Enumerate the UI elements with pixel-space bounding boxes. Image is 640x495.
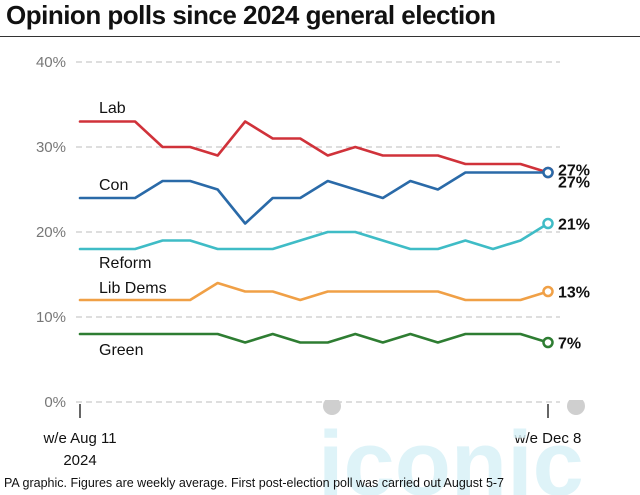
x-tick-label: w/e Dec 8 xyxy=(514,430,582,447)
grid-lines xyxy=(76,61,560,403)
series-lines xyxy=(78,120,554,349)
series-label-reform: Reform xyxy=(99,255,151,272)
series-end-value-green: 7% xyxy=(558,336,581,353)
series-line-lab xyxy=(78,120,550,174)
series-end-marker-libdem xyxy=(542,285,554,298)
title-divider xyxy=(0,36,640,37)
series-end-value-reform: 21% xyxy=(558,217,590,234)
series-line-con xyxy=(78,171,550,225)
series-end-value-con: 27% xyxy=(558,175,590,192)
y-axis: 0% 10% 20% 30% 40% xyxy=(36,54,66,411)
y-tick-label: 20% xyxy=(36,224,66,241)
x-tick-label-year: 2024 xyxy=(63,452,96,469)
series-line-libdem xyxy=(78,281,550,302)
x-axis: w/e Aug 11 2024 w/e Dec 8 xyxy=(42,404,581,469)
series-line-green xyxy=(78,332,550,344)
series-label-libdem: Lib Dems xyxy=(99,280,167,297)
y-tick-label: 40% xyxy=(36,54,66,71)
series-line-reform xyxy=(78,222,550,251)
series-end-marker-con xyxy=(542,166,554,179)
chart-title: Opinion polls since 2024 general electio… xyxy=(6,0,496,30)
series-label-lab: Lab xyxy=(99,100,126,117)
y-tick-label: 10% xyxy=(36,309,66,326)
series-labels: Lab 27% Con 27% Reform 21% Lib Dems 13% Green 7% xyxy=(99,100,590,359)
series-end-value-libdem: 13% xyxy=(558,285,590,302)
y-tick-label: 30% xyxy=(36,139,66,156)
series-end-marker-green xyxy=(542,336,554,349)
series-label-green: Green xyxy=(99,342,143,359)
series-end-value-lab: 27% xyxy=(558,163,590,180)
series-end-marker-reform xyxy=(542,217,554,230)
series-label-con: Con xyxy=(99,177,128,194)
footnote: PA graphic. Figures are weekly average. … xyxy=(4,476,505,490)
x-tick-label: w/e Aug 11 xyxy=(42,430,116,447)
y-tick-label: 0% xyxy=(44,394,66,411)
